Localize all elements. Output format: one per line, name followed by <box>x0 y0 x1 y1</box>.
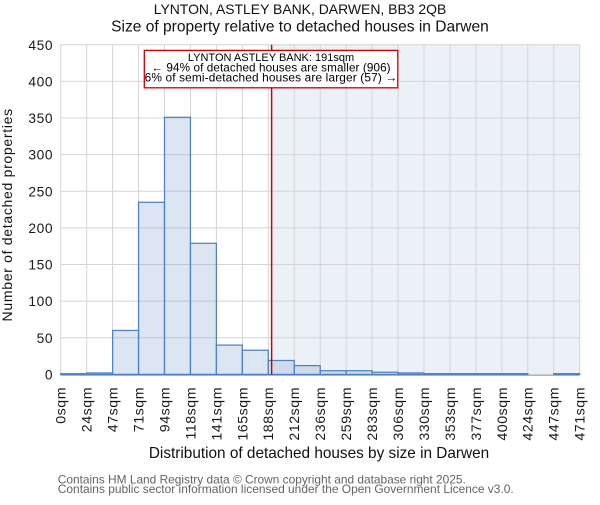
svg-text:188sqm: 188sqm <box>261 387 277 441</box>
svg-text:47sqm: 47sqm <box>106 387 122 432</box>
svg-text:LYNTON, ASTLEY BANK, DARWEN, B: LYNTON, ASTLEY BANK, DARWEN, BB3 2QB <box>154 1 447 17</box>
svg-text:259sqm: 259sqm <box>339 387 355 441</box>
svg-text:200: 200 <box>28 221 53 236</box>
svg-text:400sqm: 400sqm <box>495 387 511 441</box>
svg-text:118sqm: 118sqm <box>183 387 199 440</box>
svg-text:Contains HM Land Registry data: Contains HM Land Registry data © Crown c… <box>58 472 466 486</box>
svg-text:0sqm: 0sqm <box>54 387 70 424</box>
svg-text:377sqm: 377sqm <box>469 387 485 441</box>
svg-text:400: 400 <box>28 74 53 89</box>
svg-text:471sqm: 471sqm <box>573 387 589 441</box>
svg-text:283sqm: 283sqm <box>365 387 381 441</box>
svg-text:6% of semi-detached houses are: 6% of semi-detached houses are larger (5… <box>145 70 398 84</box>
svg-text:165sqm: 165sqm <box>235 387 251 441</box>
svg-text:330sqm: 330sqm <box>417 387 433 441</box>
svg-text:141sqm: 141sqm <box>209 387 225 441</box>
svg-text:← 94% of detached houses are s: ← 94% of detached houses are smaller (90… <box>151 61 390 74</box>
svg-text:306sqm: 306sqm <box>391 387 407 441</box>
svg-text:212sqm: 212sqm <box>287 387 303 441</box>
svg-text:Distribution of detached house: Distribution of detached houses by size … <box>149 445 489 462</box>
svg-text:Number of detached properties: Number of detached properties <box>0 108 15 321</box>
svg-text:Contains public sector informa: Contains public sector information licen… <box>58 482 514 496</box>
svg-text:450: 450 <box>28 38 53 53</box>
svg-text:LYNTON ASTLEY BANK: 191sqm: LYNTON ASTLEY BANK: 191sqm <box>188 52 354 64</box>
svg-text:94sqm: 94sqm <box>157 387 173 432</box>
svg-text:236sqm: 236sqm <box>313 387 329 441</box>
svg-text:353sqm: 353sqm <box>443 387 459 441</box>
svg-text:424sqm: 424sqm <box>521 387 537 441</box>
svg-text:100: 100 <box>28 294 53 309</box>
svg-text:300: 300 <box>28 148 53 163</box>
svg-text:Size of property relative to d: Size of property relative to detached ho… <box>111 18 489 35</box>
svg-text:24sqm: 24sqm <box>80 387 96 432</box>
svg-text:350: 350 <box>28 111 53 126</box>
svg-text:0: 0 <box>45 367 53 382</box>
svg-text:50: 50 <box>37 331 54 346</box>
svg-text:250: 250 <box>28 184 53 199</box>
svg-text:447sqm: 447sqm <box>547 387 563 441</box>
svg-text:71sqm: 71sqm <box>131 387 147 432</box>
svg-text:150: 150 <box>28 258 53 273</box>
